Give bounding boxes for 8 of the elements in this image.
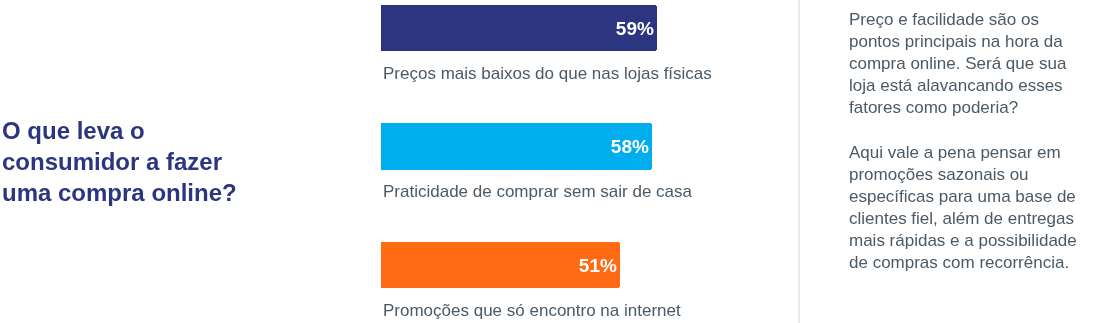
data-label: 59% <box>615 17 654 39</box>
text: Preço e facilidade são os pontos principais na hora da compra online. Será que sua loja está alavancando esses fatores como poderia? Aqui vale a pena pensar em promoções sazonais ou específicas para uma base de clientes fiel, além de entregas mais rápidas e a possibilidade de compras com recorrência. <box>849 10 1077 273</box>
data-label: 58% <box>610 136 649 157</box>
y-tick-label: Praticidade de comprar sem sair de casa <box>383 182 693 201</box>
y-tick-label: Preços mais baixos do que nas lojas físicas <box>383 64 712 83</box>
text: O que leva o consumidor a fazer uma compra online? <box>2 117 237 207</box>
data-label: 51% <box>578 254 617 276</box>
y-tick-label: Promoções que só encontro na internet <box>383 301 681 320</box>
